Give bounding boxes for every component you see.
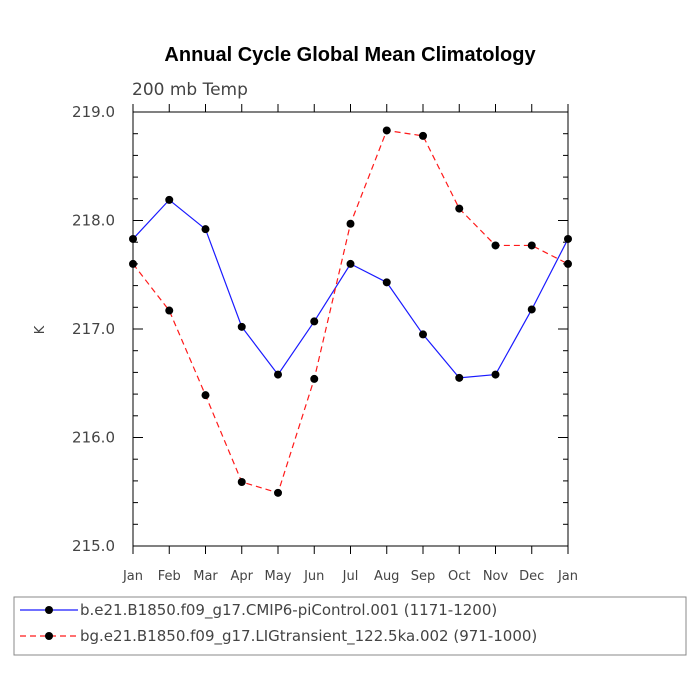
y-tick-labels: 215.0 216.0 217.0 218.0 219.0 xyxy=(72,103,115,555)
series-layer xyxy=(129,126,572,497)
series-2-point xyxy=(419,131,427,140)
legend-label-2: bg.e21.B1850.f09_g17.LIGtransient_122.5k… xyxy=(80,627,537,646)
x-tick-label: Mar xyxy=(193,569,218,584)
chart-title: Annual Cycle Global Mean Climatology xyxy=(164,44,536,66)
series-2-point xyxy=(346,219,355,228)
legend-box xyxy=(13,596,687,656)
series-1-point xyxy=(346,259,355,268)
series-1-point xyxy=(237,322,246,331)
x-tick-labels: Jan Feb Mar Apr May Jun Jul Aug Sep Oct Nov Dec Jan xyxy=(122,569,578,584)
series-2-point xyxy=(564,259,572,268)
x-tick-label: Apr xyxy=(231,569,254,584)
series-2-point xyxy=(201,391,210,400)
series-2-point xyxy=(310,374,319,383)
series-1-point xyxy=(491,370,500,379)
x-tick-label: Sep xyxy=(411,569,436,584)
legend-label-1: b.e21.B1850.f09_g17.CMIP6-piControl.001 … xyxy=(80,601,497,620)
series-1-point xyxy=(129,234,137,243)
series-2-point xyxy=(165,306,174,315)
plot-frame xyxy=(132,111,569,547)
series-1-point xyxy=(419,330,427,339)
series-1-point xyxy=(527,305,536,314)
series-1-point xyxy=(455,373,464,382)
y-tick-label: 216.0 xyxy=(72,429,115,447)
axis-ticks xyxy=(132,104,569,554)
x-tick-label: Jan xyxy=(557,569,578,584)
series-1-point xyxy=(165,195,174,204)
series-2-point xyxy=(237,477,246,486)
y-tick-label: 218.0 xyxy=(72,212,115,230)
x-tick-label: May xyxy=(265,569,292,584)
series-2-point xyxy=(274,488,282,497)
y-tick-label: 219.0 xyxy=(72,103,115,121)
x-tick-label: Jan xyxy=(122,569,143,584)
series-1-point xyxy=(201,225,210,234)
legend-marker-1 xyxy=(45,606,53,614)
series-2-point xyxy=(382,126,391,135)
series-2-point xyxy=(527,241,536,250)
legend: b.e21.B1850.f09_g17.CMIP6-piControl.001 … xyxy=(20,601,537,646)
series-line-2 xyxy=(132,129,569,494)
series-1-point xyxy=(274,370,282,379)
x-tick-label: Oct xyxy=(448,569,470,584)
x-tick-label: Feb xyxy=(158,569,181,584)
legend-marker-2 xyxy=(45,632,53,640)
x-tick-label: Aug xyxy=(374,569,399,584)
chart-subtitle: 200 mb Temp xyxy=(132,80,248,100)
x-tick-label: Dec xyxy=(519,569,544,584)
series-2-point xyxy=(491,241,500,250)
y-axis-label: K xyxy=(33,325,48,334)
x-tick-label: Nov xyxy=(483,569,509,584)
series-2-point xyxy=(455,204,464,213)
x-tick-label: Jul xyxy=(342,569,359,584)
x-tick-label: Jun xyxy=(303,569,324,584)
series-1-point xyxy=(564,234,572,243)
y-tick-label: 217.0 xyxy=(72,320,115,338)
y-tick-label: 215.0 xyxy=(72,537,115,555)
series-1-point xyxy=(382,278,391,287)
series-2-point xyxy=(129,259,137,268)
series-1-point xyxy=(310,317,319,326)
